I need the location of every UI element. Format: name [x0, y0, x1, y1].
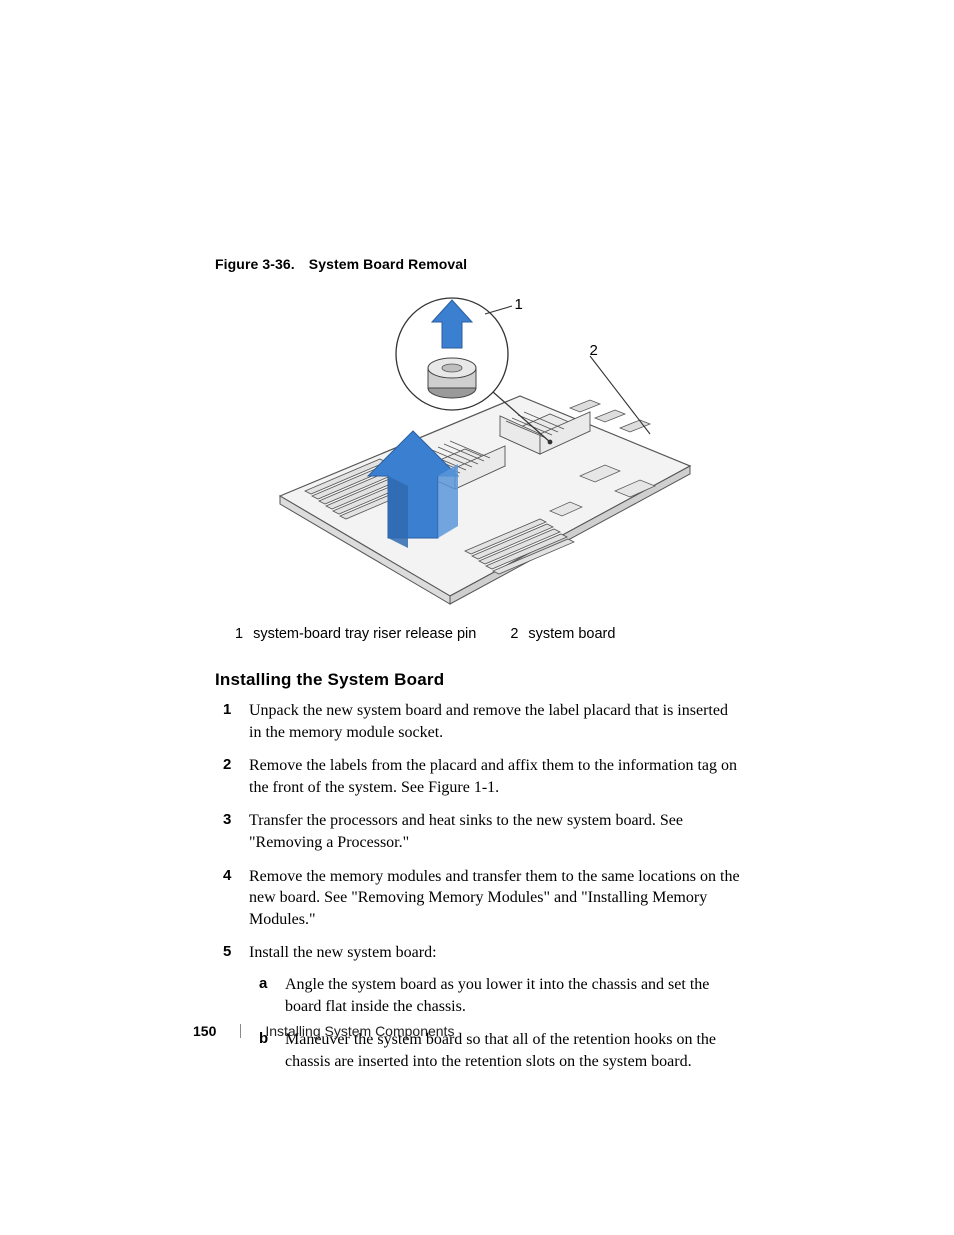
step-5-text: Install the new system board: — [249, 944, 437, 961]
step-2: Remove the labels from the placard and a… — [215, 755, 744, 798]
figure-title: System Board Removal — [309, 256, 467, 272]
step-1: Unpack the new system board and remove t… — [215, 700, 744, 743]
callout-1: 1 — [515, 296, 523, 313]
legend-num-2: 2 — [510, 626, 518, 642]
legend-num-1: 1 — [235, 626, 243, 642]
step-5: Install the new system board: Angle the … — [215, 942, 744, 1072]
section-heading: Installing the System Board — [215, 670, 744, 690]
step-3: Transfer the processors and heat sinks t… — [215, 810, 744, 853]
substep-a: Angle the system board as you lower it i… — [249, 974, 744, 1017]
figure-caption: Figure 3-36. System Board Removal — [215, 256, 744, 272]
figure-number: Figure 3-36. — [215, 256, 295, 272]
figure-illustration: 1 2 — [220, 286, 740, 606]
figure-legend: 1 system-board tray riser release pin 2 sys… — [215, 626, 744, 642]
page-number: 150 — [193, 1023, 216, 1039]
manual-page: Figure 3-36. System Board Removal — [0, 0, 954, 1235]
page-footer: 150 Installing System Components — [193, 1023, 454, 1039]
legend-text-1: system-board tray riser release pin — [253, 626, 476, 642]
step-4: Remove the memory modules and transfer t… — [215, 866, 744, 931]
callout-2: 2 — [590, 342, 598, 359]
footer-divider — [240, 1024, 241, 1038]
system-board-diagram-icon — [220, 286, 740, 606]
footer-section: Installing System Components — [265, 1023, 454, 1039]
legend-text-2: system board — [528, 626, 615, 642]
step-list: Unpack the new system board and remove t… — [215, 700, 744, 1072]
